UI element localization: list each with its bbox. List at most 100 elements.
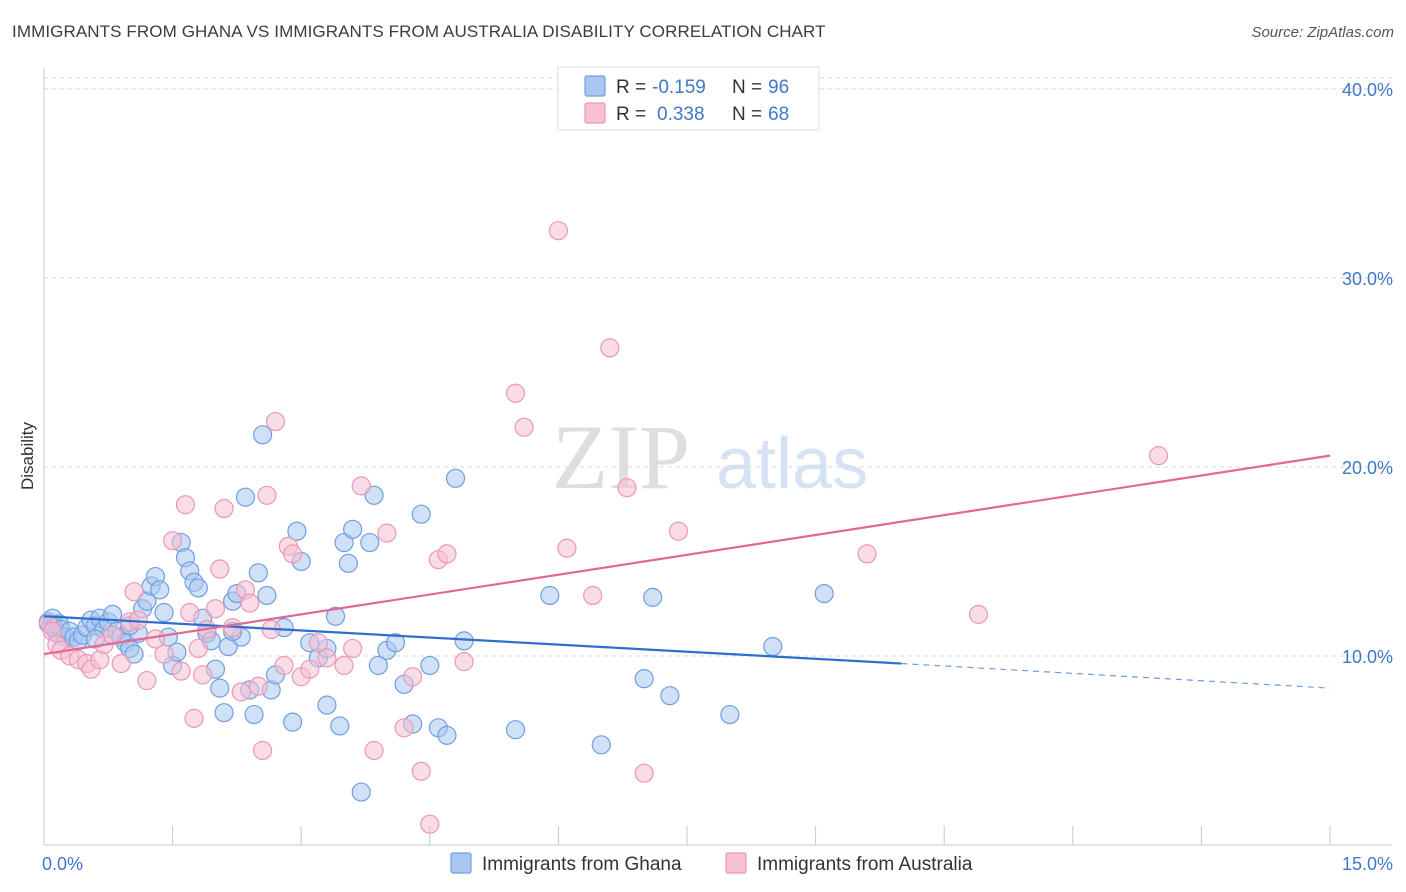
- ghana-point-88: [660, 686, 680, 706]
- bottom-legend-label-ghana: Immigrants from Ghana: [482, 854, 682, 875]
- australia-point-63: [617, 478, 637, 498]
- ghana-point-53: [253, 425, 273, 445]
- bottom-legend-swatch-australia: [725, 852, 747, 874]
- australia-trend-line: [43, 454, 1331, 656]
- y-tick-label-2: 30.0%: [1342, 269, 1393, 289]
- australia-point-66: [857, 544, 877, 564]
- australia-point-40: [283, 544, 303, 564]
- ghana-point-38: [188, 578, 208, 598]
- ghana-point-89: [720, 704, 740, 725]
- trend-lines: [43, 454, 1331, 689]
- ghana-point-90: [763, 636, 783, 657]
- australia-point-45: [334, 655, 354, 676]
- australia-point-60: [557, 538, 577, 558]
- australia-point-68: [1148, 446, 1169, 466]
- legend-swatch-ghana: [584, 75, 606, 97]
- ghana-trend-line: [43, 615, 902, 665]
- grid-lines: [44, 77, 1392, 657]
- ghana-point-68: [343, 519, 363, 539]
- australia-point-35: [257, 485, 277, 505]
- bottom-legend-swatch-ghana: [450, 852, 472, 874]
- y-tick-label-1: 20.0%: [1342, 458, 1393, 478]
- series-legend: Immigrants from Ghana Immigrants from Au…: [450, 852, 973, 875]
- ghana-point-67: [338, 553, 358, 573]
- australia-point-64: [634, 763, 654, 783]
- correlation-legend: R = -0.159 N = 96 R = 0.338 N = 68: [557, 66, 820, 131]
- australia-point-65: [668, 521, 689, 541]
- chart-source: Source: ZipAtlas.com: [1251, 24, 1394, 41]
- ghana-point-70: [360, 532, 380, 553]
- x-tick-label-0: 0.0%: [42, 854, 83, 874]
- australia-point-67: [968, 604, 989, 624]
- ghana-point-44: [214, 703, 234, 723]
- australia-point-30: [231, 682, 251, 702]
- ghana-point-71: [364, 485, 384, 505]
- x-tick-label-1: 15.0%: [1342, 854, 1393, 874]
- australia-point-52: [411, 761, 431, 781]
- bottom-legend-label-australia: Immigrants from Australia: [757, 854, 973, 875]
- australia-point-19: [171, 661, 191, 681]
- australia-point-56: [454, 652, 474, 672]
- australia-point-34: [253, 740, 273, 761]
- ghana-point-30: [154, 602, 174, 623]
- australia-point-26: [205, 599, 226, 619]
- australia-point-58: [514, 417, 534, 437]
- australia-point-62: [600, 338, 620, 358]
- australia-point-46: [343, 638, 363, 659]
- ghana-point-69: [351, 782, 371, 802]
- legend-r-label-australia: R =: [616, 104, 646, 125]
- australia-point-37: [265, 411, 286, 432]
- ghana-point-63: [317, 695, 337, 715]
- ghana-point-81: [445, 468, 466, 488]
- australia-point-23: [188, 638, 208, 659]
- ghana-point-86: [634, 669, 654, 689]
- ghana-point-74: [385, 633, 406, 653]
- australia-point-22: [184, 708, 204, 728]
- ghana-point-72: [368, 655, 388, 676]
- australia-point-20: [175, 495, 196, 515]
- series-ghana-points: [38, 425, 834, 802]
- legend-n-value-ghana: 96: [768, 77, 789, 98]
- axes: [43, 68, 1392, 846]
- legend-n-value-australia: 68: [768, 104, 789, 125]
- legend-n-label-ghana: N =: [732, 77, 762, 98]
- ghana-point-54: [257, 585, 277, 606]
- legend-r-label-ghana: R =: [616, 77, 646, 98]
- ghana-point-83: [505, 720, 526, 740]
- ghana-point-91: [814, 583, 834, 604]
- ghana-point-80: [437, 725, 457, 745]
- australia-point-15: [137, 670, 157, 691]
- australia-point-17: [154, 644, 174, 664]
- australia-point-51: [403, 667, 423, 687]
- ghana-point-84: [540, 585, 560, 606]
- legend-swatch-australia: [584, 102, 606, 124]
- australia-point-55: [437, 544, 457, 564]
- ghana-point-87: [643, 587, 663, 607]
- ghana-point-23: [124, 644, 144, 664]
- australia-point-44: [317, 648, 337, 668]
- australia-point-43: [308, 633, 328, 653]
- australia-point-47: [351, 476, 371, 496]
- x-tick-marks: [172, 826, 1331, 845]
- australia-point-59: [548, 221, 569, 241]
- x-tick-labels: 0.0% 15.0%: [42, 854, 1393, 874]
- australia-point-33: [248, 676, 268, 696]
- chart-title: IMMIGRANTS FROM GHANA VS IMMIGRANTS FROM…: [12, 22, 826, 41]
- australia-point-18: [163, 531, 183, 551]
- ghana-point-52: [248, 563, 268, 583]
- australia-point-28: [214, 498, 234, 519]
- australia-point-38: [274, 655, 294, 676]
- ghana-point-29: [150, 580, 170, 600]
- y-tick-label-3: 40.0%: [1342, 80, 1393, 100]
- ghana-point-51: [244, 704, 264, 725]
- ghana-point-58: [283, 712, 303, 732]
- ghana-point-78: [420, 655, 440, 676]
- watermark-atlas: atlas: [716, 424, 868, 504]
- australia-point-48: [364, 740, 384, 761]
- australia-point-13: [124, 582, 144, 602]
- australia-point-42: [300, 659, 320, 679]
- legend-n-label-australia: N =: [732, 104, 762, 125]
- australia-point-27: [210, 559, 230, 579]
- ghana-point-77: [411, 504, 431, 524]
